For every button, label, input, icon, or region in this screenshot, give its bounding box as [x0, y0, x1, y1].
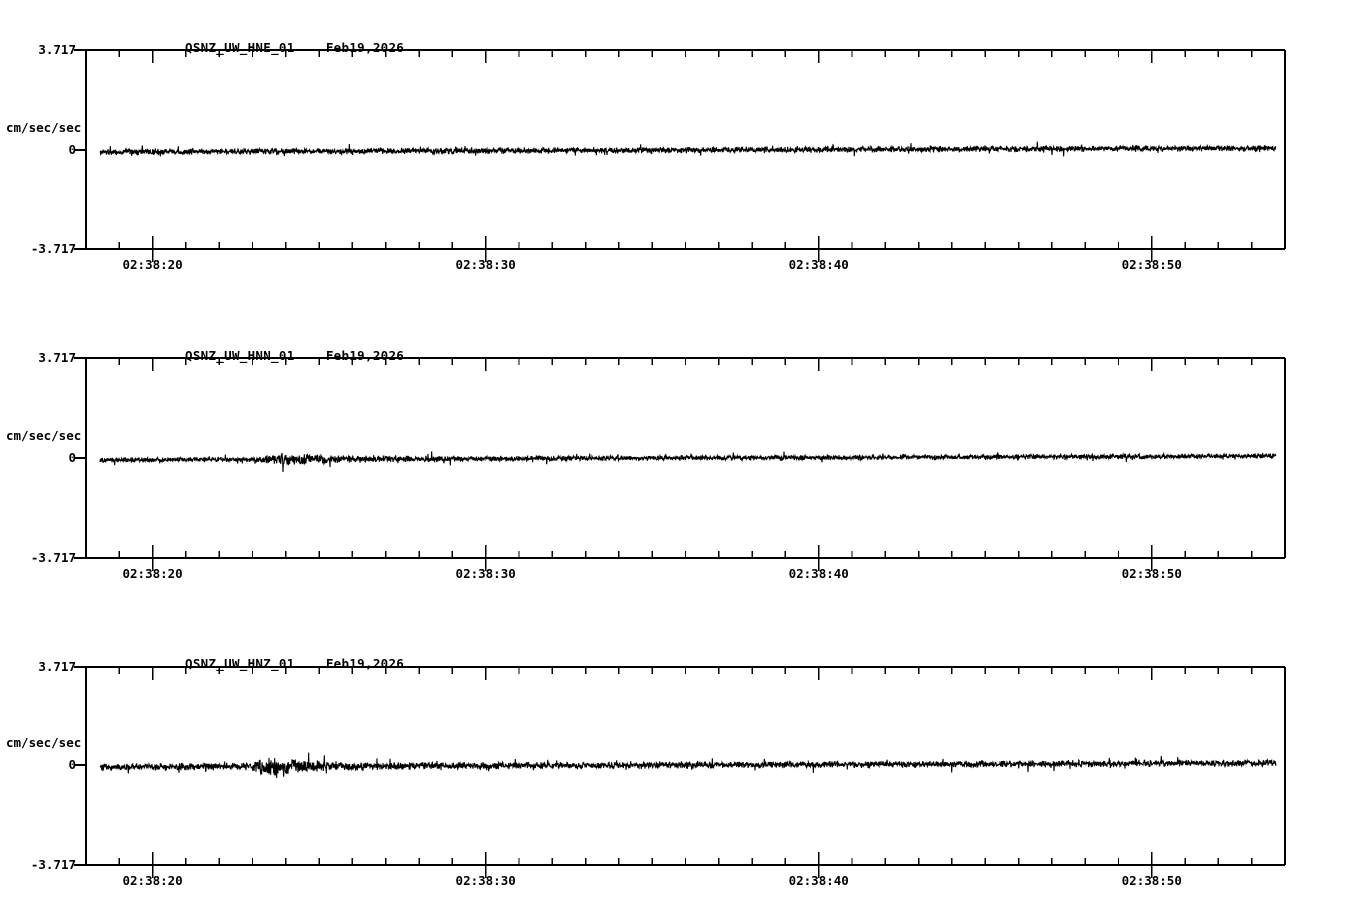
y-axis-unit-label-hne: cm/sec/sec — [6, 120, 82, 135]
y-axis-zero-label-hne: 0 — [68, 142, 76, 157]
x-tick-label: 02:38:30 — [455, 566, 516, 581]
y-axis-unit-label-hnz: cm/sec/sec — [6, 735, 82, 750]
x-tick-label: 02:38:20 — [122, 566, 183, 581]
x-tick-label: 02:38:20 — [122, 257, 183, 272]
x-tick-label: 02:38:40 — [788, 873, 849, 888]
x-tick-label: 02:38:40 — [788, 257, 849, 272]
y-axis-min-label-hnn: -3.717 — [30, 550, 76, 565]
x-tick-label: 02:38:30 — [455, 257, 516, 272]
waveform-trace-hnz — [99, 752, 1277, 779]
y-axis-max-label-hne: 3.717 — [38, 42, 76, 57]
y-axis-min-label-hne: -3.717 — [30, 241, 76, 256]
y-axis-max-label-hnn: 3.717 — [38, 350, 76, 365]
x-tick-label: 02:38:50 — [1121, 873, 1182, 888]
y-axis-min-label-hnz: -3.717 — [30, 857, 76, 872]
y-axis-unit-label-hnn: cm/sec/sec — [6, 428, 82, 443]
x-tick-label: 02:38:30 — [455, 873, 516, 888]
x-tick-label: 02:38:20 — [122, 873, 183, 888]
panel-title-hnz: QSNZ_UW_HNZ_01 Feb19,2026 — [185, 656, 405, 671]
y-axis-zero-label-hnz: 0 — [68, 757, 76, 772]
y-axis-zero-label-hnn: 0 — [68, 450, 76, 465]
x-tick-label: 02:38:50 — [1121, 257, 1182, 272]
panel-title-hne: QSNZ_UW_HNE_01 Feb19,2026 — [185, 40, 405, 55]
x-tick-label: 02:38:40 — [788, 566, 849, 581]
waveform-trace-hne — [99, 141, 1277, 157]
y-axis-max-label-hnz: 3.717 — [38, 659, 76, 674]
panel-title-hnn: QSNZ_UW_HNN_01 Feb19,2026 — [185, 348, 405, 363]
waveform-trace-hnn — [99, 451, 1277, 473]
x-tick-label: 02:38:50 — [1121, 566, 1182, 581]
